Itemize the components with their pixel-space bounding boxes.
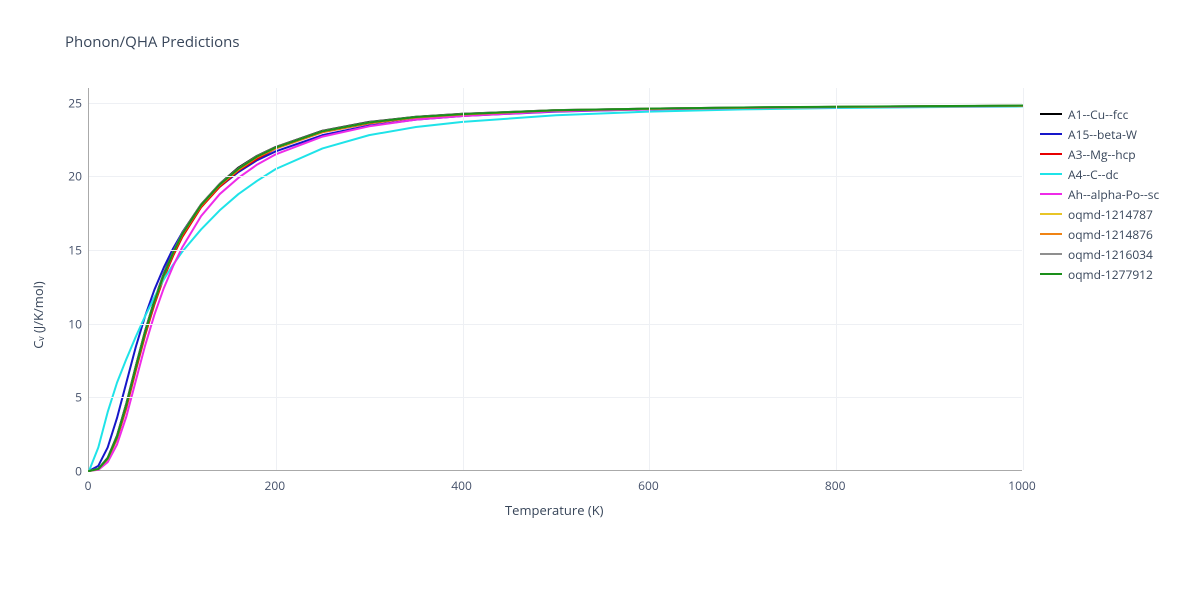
- series-line: [89, 106, 1023, 471]
- series-line: [89, 106, 1023, 471]
- legend-swatch: [1040, 273, 1062, 275]
- y-tick-label: 25: [58, 94, 82, 111]
- legend-item[interactable]: A15--beta-W: [1040, 124, 1159, 144]
- legend-label: oqmd-1216034: [1068, 246, 1153, 263]
- legend-swatch: [1040, 193, 1062, 195]
- x-tick-label: 400: [451, 477, 472, 494]
- y-tick-label: 10: [58, 315, 82, 332]
- legend-swatch: [1040, 253, 1062, 255]
- legend-item[interactable]: A3--Mg--hcp: [1040, 144, 1159, 164]
- legend-item[interactable]: Ah--alpha-Po--sc: [1040, 184, 1159, 204]
- legend-item[interactable]: oqmd-1216034: [1040, 244, 1159, 264]
- legend-item[interactable]: oqmd-1214876: [1040, 224, 1159, 244]
- series-line: [89, 106, 1023, 471]
- gridline-vertical: [1023, 88, 1024, 470]
- x-tick-label: 800: [825, 477, 846, 494]
- legend-item[interactable]: oqmd-1277912: [1040, 264, 1159, 284]
- legend-item[interactable]: oqmd-1214787: [1040, 204, 1159, 224]
- y-axis-label: Cᵥ (J/K/mol): [29, 281, 47, 349]
- y-tick-label: 15: [58, 242, 82, 259]
- legend-label: A15--beta-W: [1068, 126, 1137, 143]
- x-tick-label: 600: [638, 477, 659, 494]
- chart-curves: [89, 88, 1023, 471]
- gridline-horizontal: [89, 324, 1022, 325]
- y-tick-label: 20: [58, 168, 82, 185]
- gridline-vertical: [276, 88, 277, 470]
- legend-label: oqmd-1277912: [1068, 266, 1153, 283]
- series-line: [89, 106, 1023, 471]
- legend-label: A4--C--dc: [1068, 166, 1119, 183]
- gridline-horizontal: [89, 103, 1022, 104]
- series-line: [89, 106, 1023, 471]
- legend-label: oqmd-1214876: [1068, 226, 1153, 243]
- series-line: [89, 106, 1023, 471]
- legend-label: A1--Cu--fcc: [1068, 106, 1128, 123]
- x-tick-label: 200: [265, 477, 286, 494]
- legend-swatch: [1040, 233, 1062, 235]
- legend-item[interactable]: A1--Cu--fcc: [1040, 104, 1159, 124]
- chart-container: Phonon/QHA Predictions Temperature (K) C…: [0, 0, 1200, 600]
- series-line: [89, 106, 1023, 471]
- legend-label: A3--Mg--hcp: [1068, 146, 1136, 163]
- x-axis-label: Temperature (K): [505, 501, 604, 519]
- gridline-horizontal: [89, 250, 1022, 251]
- gridline-horizontal: [89, 176, 1022, 177]
- series-line: [89, 106, 1023, 471]
- legend-label: oqmd-1214787: [1068, 206, 1153, 223]
- chart-title: Phonon/QHA Predictions: [65, 32, 240, 52]
- plot-area: [88, 88, 1022, 471]
- y-tick-label: 0: [58, 463, 82, 480]
- x-tick-label: 1000: [1008, 477, 1035, 494]
- legend-swatch: [1040, 213, 1062, 215]
- y-tick-label: 5: [58, 389, 82, 406]
- legend-swatch: [1040, 133, 1062, 135]
- x-tick-label: 0: [85, 477, 92, 494]
- gridline-vertical: [836, 88, 837, 470]
- series-line: [89, 106, 1023, 471]
- legend-swatch: [1040, 113, 1062, 115]
- legend-swatch: [1040, 153, 1062, 155]
- gridline-vertical: [463, 88, 464, 470]
- legend-swatch: [1040, 173, 1062, 175]
- gridline-horizontal: [89, 397, 1022, 398]
- legend-label: Ah--alpha-Po--sc: [1068, 186, 1159, 203]
- legend: A1--Cu--fcc A15--beta-W A3--Mg--hcp A4--C--…: [1040, 104, 1159, 284]
- legend-item[interactable]: A4--C--dc: [1040, 164, 1159, 184]
- gridline-vertical: [649, 88, 650, 470]
